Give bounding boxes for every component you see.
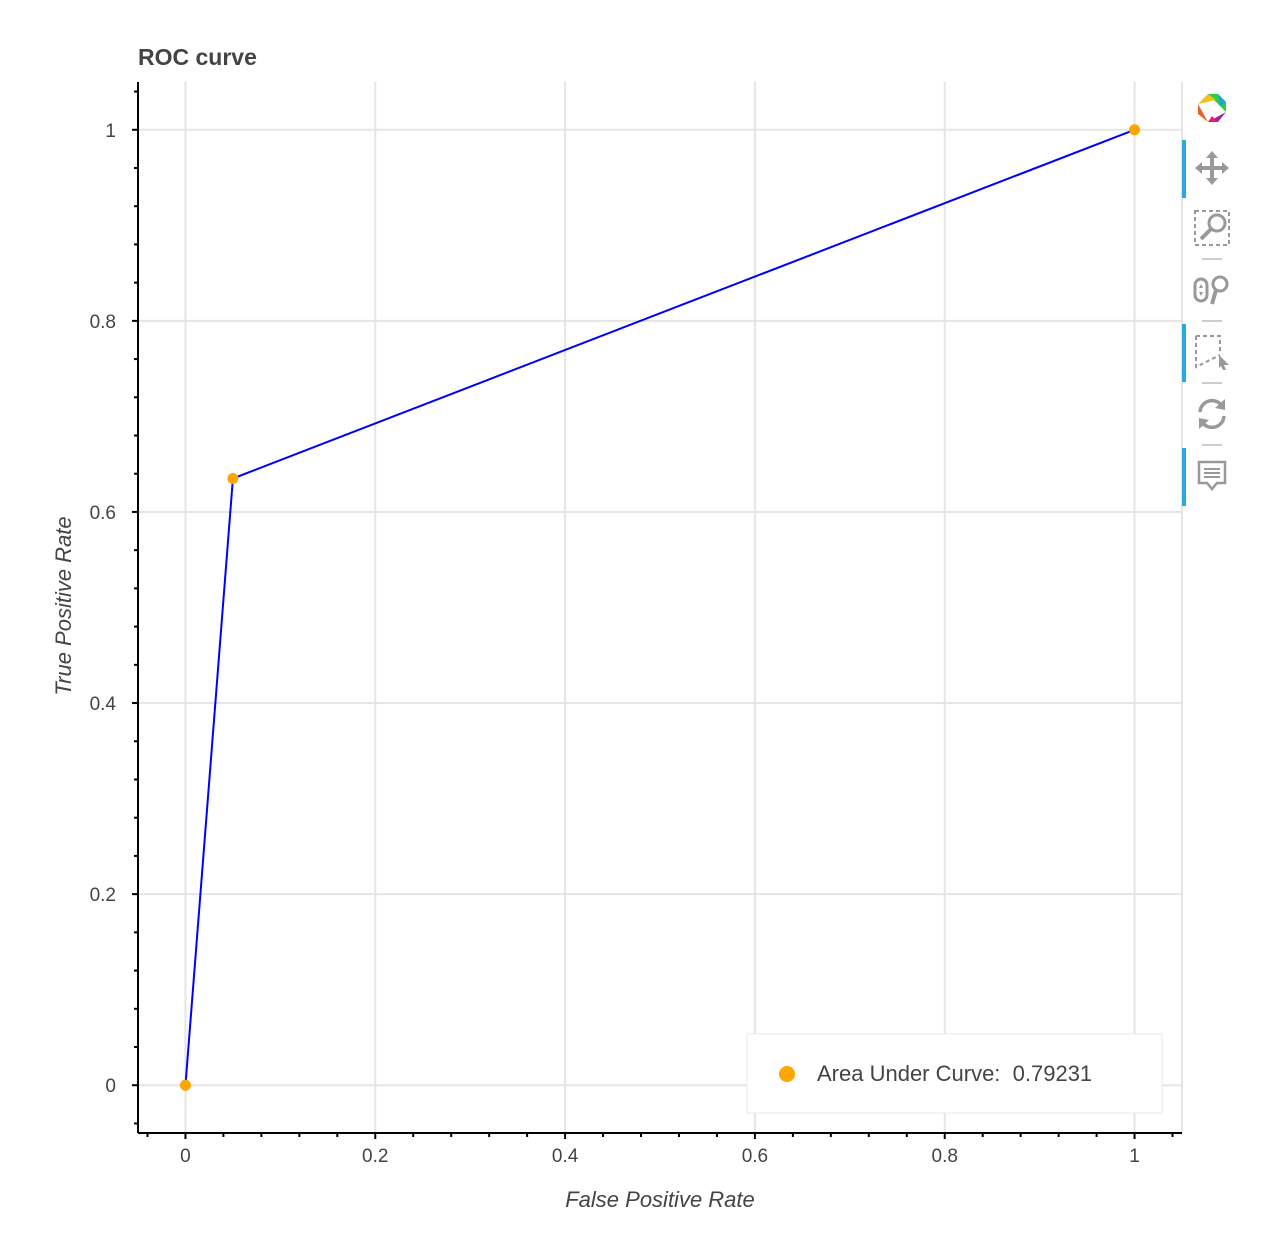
toolbar-separator bbox=[1202, 444, 1222, 446]
reset-tool[interactable] bbox=[1182, 384, 1242, 444]
x-tick-label: 0.4 bbox=[552, 1146, 579, 1167]
x-tick-label: 0.6 bbox=[742, 1146, 768, 1167]
lasso-select-tool[interactable] bbox=[1182, 322, 1242, 382]
chart-title: ROC curve bbox=[138, 44, 257, 70]
legend-marker bbox=[779, 1066, 795, 1082]
bokeh-logo[interactable] bbox=[1182, 78, 1242, 138]
toolbar bbox=[1182, 78, 1242, 506]
y-tick-label: 0.2 bbox=[90, 885, 116, 906]
lasso-select-icon bbox=[1195, 335, 1229, 370]
roc-point bbox=[227, 473, 239, 485]
grid bbox=[138, 82, 1183, 1133]
y-tick-label: 0.4 bbox=[90, 694, 117, 715]
x-tick-label: 0.2 bbox=[362, 1146, 388, 1167]
box-zoom-tool[interactable] bbox=[1182, 198, 1242, 258]
series bbox=[179, 124, 1141, 1091]
box-zoom-icon bbox=[1194, 210, 1230, 246]
roc-point bbox=[179, 1079, 191, 1091]
legend-label: Area Under Curve: 0.79231 bbox=[817, 1061, 1092, 1086]
x-axis-label: False Positive Rate bbox=[565, 1187, 755, 1212]
y-tick-label: 0.6 bbox=[90, 503, 116, 524]
x-tick-label: 1 bbox=[1129, 1146, 1140, 1167]
y-tick-label: 0 bbox=[105, 1076, 116, 1097]
legend: Area Under Curve: 0.79231 bbox=[746, 1033, 1163, 1114]
toolbar-separator bbox=[1202, 320, 1222, 322]
toolbar-separator bbox=[1202, 258, 1222, 260]
y-axis-label: True Positive Rate bbox=[51, 516, 76, 695]
y-tick-label: 0.8 bbox=[90, 312, 116, 333]
y-tick-label: 1 bbox=[105, 121, 116, 142]
wheel-zoom-icon bbox=[1193, 275, 1229, 305]
wheel-zoom-tool[interactable] bbox=[1182, 260, 1242, 320]
axes: 0 0.2 0.4 0.6 0.8 1 0 0.2 0.4 0.6 0.8 1 bbox=[90, 82, 1182, 1167]
legend-box bbox=[746, 1033, 1163, 1114]
bokeh-logo-icon bbox=[1198, 94, 1226, 122]
pan-tool[interactable] bbox=[1182, 138, 1242, 198]
x-tick-label: 0.8 bbox=[932, 1146, 958, 1167]
toolbar-separator bbox=[1202, 382, 1222, 384]
hover-tool[interactable] bbox=[1182, 446, 1242, 506]
hover-icon bbox=[1197, 460, 1227, 491]
roc-line bbox=[184, 128, 1135, 1086]
x-tick-label: 0 bbox=[180, 1146, 191, 1167]
reset-icon bbox=[1198, 398, 1226, 430]
pan-icon bbox=[1195, 151, 1229, 185]
roc-point bbox=[1129, 124, 1141, 136]
